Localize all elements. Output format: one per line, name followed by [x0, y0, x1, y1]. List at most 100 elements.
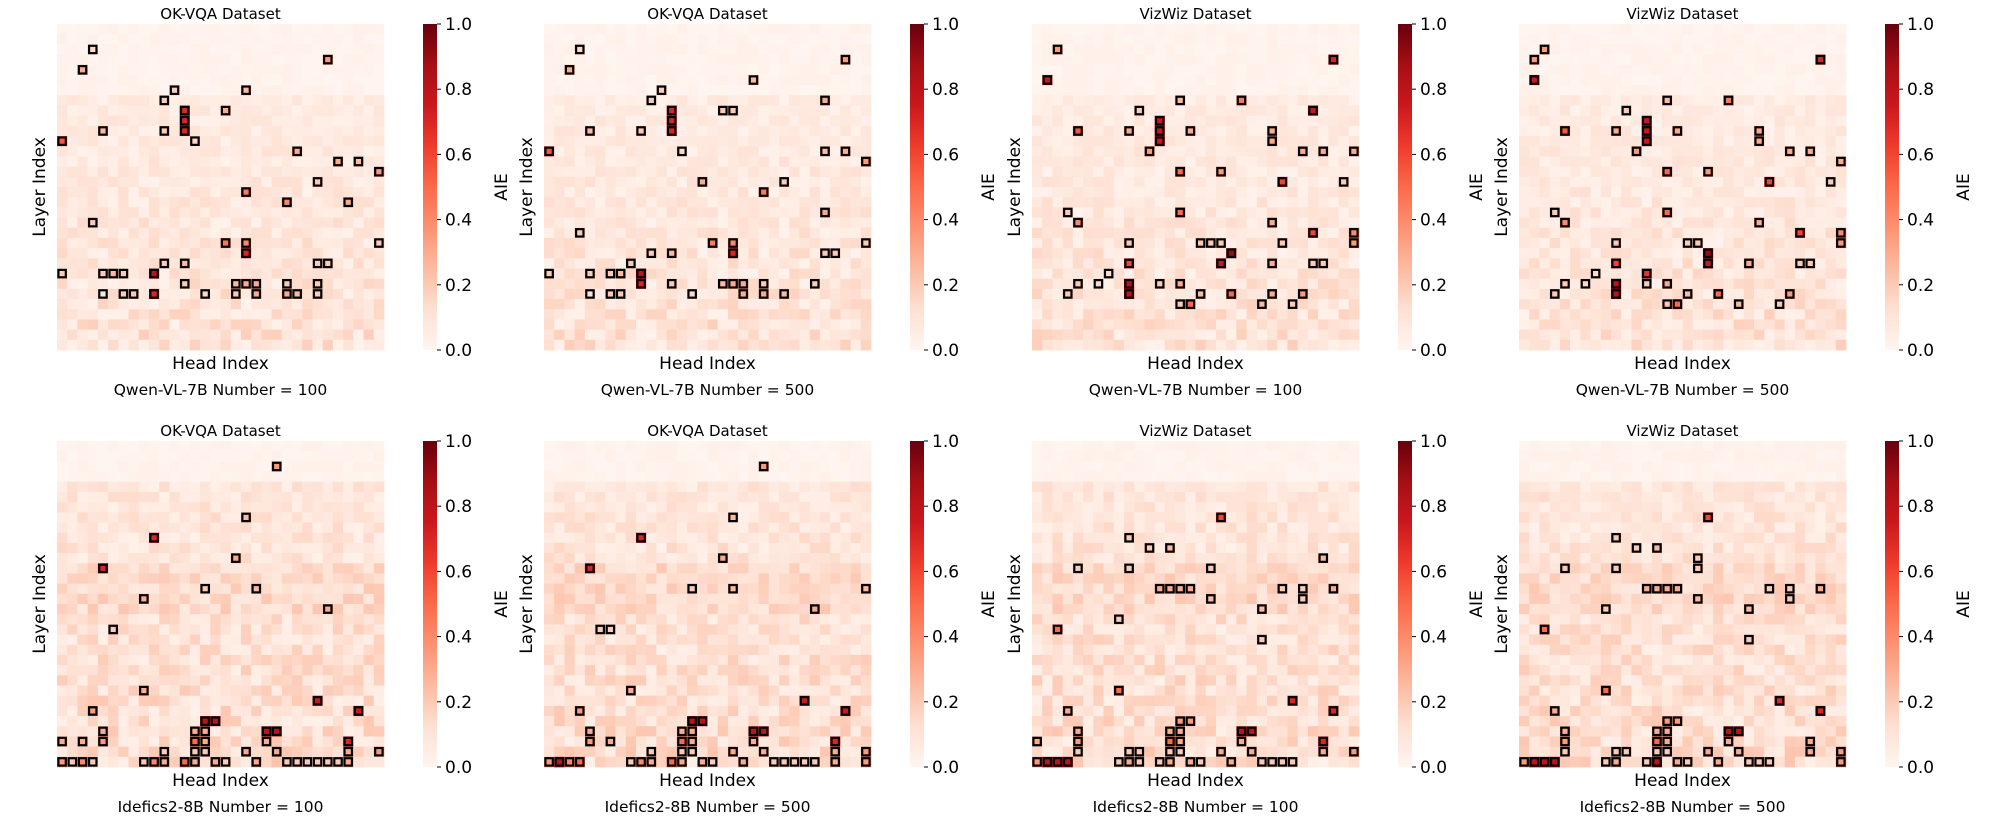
heat-cell [1267, 309, 1278, 320]
colorbar [910, 24, 924, 350]
heat-cell [1287, 207, 1299, 218]
heat-cell [220, 542, 232, 554]
highlighted-head-box [1175, 278, 1185, 289]
highlighted-head-box [1328, 54, 1339, 65]
heat-cell [809, 197, 821, 208]
heat-cell [322, 95, 334, 106]
heat-cell [312, 542, 324, 554]
heat-cell [1754, 105, 1765, 117]
heat-cell [1733, 268, 1745, 280]
heat-cell [97, 64, 109, 76]
heat-cell [1328, 34, 1339, 45]
heat-cell [1682, 207, 1694, 218]
heat-cell [1185, 339, 1196, 351]
heat-cell [1754, 74, 1765, 86]
heat-cell [789, 288, 800, 300]
heat-cell [322, 604, 334, 615]
heat-cell [230, 278, 242, 290]
panel-caption: Qwen-VL-7B Number = 500 [601, 381, 815, 399]
heat-cell [332, 481, 344, 493]
heat-cell [615, 319, 627, 331]
heat-cell [1256, 288, 1268, 300]
heat-cell [1672, 339, 1683, 351]
colorbar-label: AIE [979, 173, 999, 200]
heat-cell [271, 532, 283, 544]
heat-cell [302, 451, 313, 462]
heat-cell [189, 512, 201, 523]
heat-cell [200, 481, 211, 493]
heat-cell [860, 187, 872, 198]
heat-cell [564, 319, 576, 331]
heat-cell [840, 95, 851, 106]
heat-cell [1682, 105, 1694, 117]
heat-cell [544, 85, 555, 96]
highlighted-head-box [758, 187, 769, 197]
heat-cell [595, 278, 606, 290]
heat-cell [373, 553, 385, 564]
heat-cell [1549, 309, 1561, 320]
heat-cell [748, 95, 759, 106]
heat-cell [363, 471, 375, 483]
heat-cell [860, 136, 872, 147]
heat-cell [1621, 85, 1632, 96]
heat-cell [1093, 187, 1104, 198]
heat-cell [302, 329, 313, 341]
heat-cell [169, 34, 181, 45]
heat-cell [564, 339, 576, 351]
heat-cell [332, 553, 344, 564]
heat-cell [128, 125, 140, 137]
heat-cell [97, 217, 109, 229]
heat-cell [1539, 288, 1551, 300]
heat-cell [1570, 278, 1581, 290]
heat-cell [625, 329, 637, 341]
heat-cell [128, 481, 140, 493]
highlighted-head-box [1754, 217, 1764, 228]
heat-cell [322, 563, 334, 574]
heat-cell [789, 217, 800, 229]
heat-cell [312, 207, 324, 218]
heat-cell [312, 309, 324, 320]
heat-cell [118, 207, 129, 218]
heat-cell [666, 288, 678, 300]
heat-cell [687, 64, 698, 76]
highlighted-head-box [98, 126, 108, 136]
heat-cell [240, 115, 252, 127]
heat-cell [1713, 115, 1724, 127]
heat-cell [220, 441, 232, 452]
heat-cell [1794, 64, 1806, 76]
heat-cell [707, 278, 719, 290]
highlighted-head-box [1805, 146, 1816, 157]
heat-cell [220, 309, 232, 320]
heat-cell [1205, 329, 1217, 341]
heat-cell [840, 197, 851, 208]
heat-cell [850, 299, 862, 310]
heat-cell [1529, 54, 1540, 66]
heat-cell [1144, 34, 1156, 45]
heat-cell [1692, 54, 1704, 66]
heat-cell [1093, 309, 1104, 320]
heat-cell [210, 227, 221, 239]
heat-cell [1338, 309, 1350, 320]
heat-cell [332, 248, 344, 259]
heat-cell [1154, 115, 1166, 127]
heat-cell [860, 166, 872, 178]
heat-cell [1175, 146, 1186, 157]
heat-cell [809, 237, 821, 249]
heat-cell [271, 268, 283, 280]
heat-cell [1338, 248, 1350, 259]
heat-cell [1195, 74, 1207, 86]
heat-cell [322, 85, 334, 96]
heat-cell [189, 451, 201, 462]
heat-cell [77, 553, 89, 564]
heat-cell [1164, 339, 1176, 351]
heat-cell [118, 288, 129, 300]
heat-cell [108, 74, 119, 86]
heat-cell [1072, 299, 1084, 310]
highlighted-head-box [220, 238, 231, 248]
heat-cell [1519, 299, 1530, 310]
heat-cell [819, 176, 831, 188]
heat-cell [1246, 309, 1258, 320]
heat-cell [302, 614, 313, 625]
heat-cell [189, 105, 201, 117]
heat-cell [322, 542, 334, 554]
